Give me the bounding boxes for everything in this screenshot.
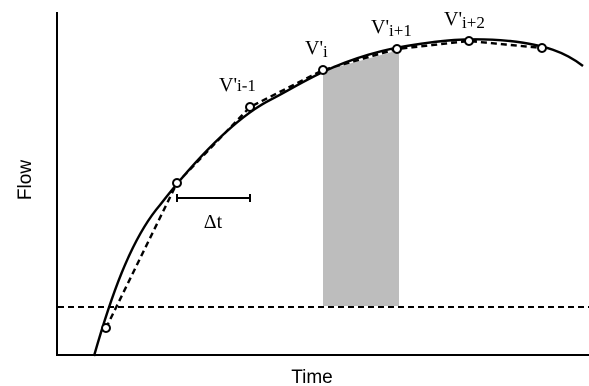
y-axis-title: Flow — [15, 160, 36, 200]
delta-t-bracket — [176, 194, 251, 202]
sample-point — [172, 178, 182, 188]
sample-point — [537, 43, 547, 53]
flow-curve — [92, 38, 584, 357]
sample-point-v-i-plus-1 — [392, 44, 402, 54]
sample-point-v-i-minus-1 — [245, 102, 255, 112]
shaded-interval-area — [323, 50, 399, 306]
label-v-i: V'i — [305, 37, 328, 61]
sample-point-v-i — [318, 65, 328, 75]
label-v-i-minus-1: V'i-1 — [219, 74, 256, 96]
sample-point — [101, 323, 111, 333]
label-v-i-plus-2: V'i+2 — [444, 8, 485, 32]
sample-point-v-i-plus-2 — [464, 36, 474, 46]
delta-t-label: Δt — [204, 211, 223, 233]
x-axis-title: Time — [291, 367, 333, 386]
label-v-i-plus-1: V'i+1 — [371, 16, 412, 40]
